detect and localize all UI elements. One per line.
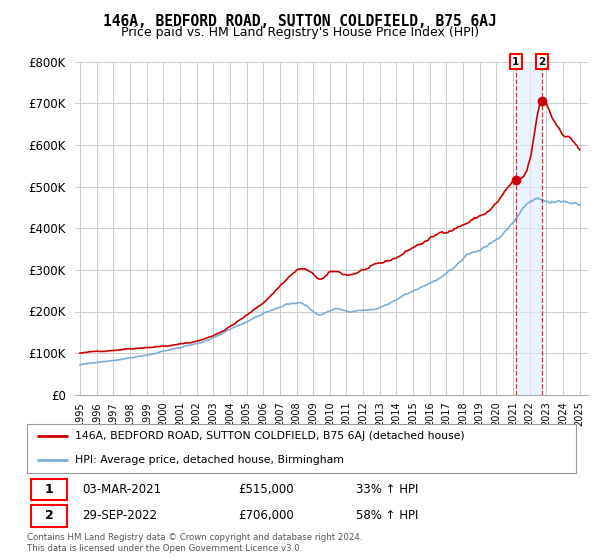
Text: 1: 1 <box>512 57 520 67</box>
Text: Contains HM Land Registry data © Crown copyright and database right 2024.
This d: Contains HM Land Registry data © Crown c… <box>27 533 362 553</box>
Text: HPI: Average price, detached house, Birmingham: HPI: Average price, detached house, Birm… <box>76 455 344 465</box>
Text: £515,000: £515,000 <box>238 483 294 496</box>
Text: Price paid vs. HM Land Registry's House Price Index (HPI): Price paid vs. HM Land Registry's House … <box>121 26 479 39</box>
Text: 29-SEP-2022: 29-SEP-2022 <box>82 510 157 522</box>
Text: 2: 2 <box>539 57 546 67</box>
Text: 03-MAR-2021: 03-MAR-2021 <box>82 483 161 496</box>
Text: 2: 2 <box>44 510 53 522</box>
Bar <box>31 505 67 526</box>
Bar <box>31 479 67 500</box>
Text: 58% ↑ HPI: 58% ↑ HPI <box>356 510 419 522</box>
Text: 146A, BEDFORD ROAD, SUTTON COLDFIELD, B75 6AJ: 146A, BEDFORD ROAD, SUTTON COLDFIELD, B7… <box>103 14 497 29</box>
Text: 146A, BEDFORD ROAD, SUTTON COLDFIELD, B75 6AJ (detached house): 146A, BEDFORD ROAD, SUTTON COLDFIELD, B7… <box>76 431 465 441</box>
Text: 1: 1 <box>44 483 53 496</box>
Bar <box>516 62 542 395</box>
Text: £706,000: £706,000 <box>238 510 294 522</box>
Text: 33% ↑ HPI: 33% ↑ HPI <box>356 483 419 496</box>
